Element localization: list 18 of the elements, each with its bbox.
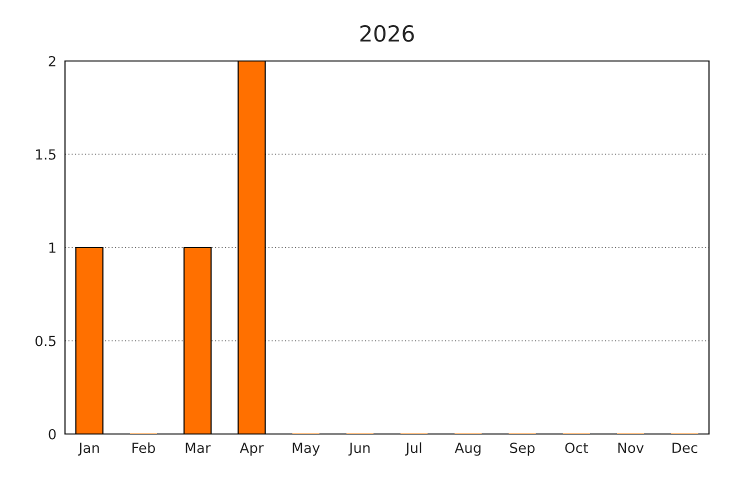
x-tick-label: May <box>292 442 320 456</box>
x-tick-label: Aug <box>454 442 480 456</box>
y-tick-label: 1 <box>49 242 56 253</box>
x-tick-label: Nov <box>618 442 644 454</box>
x-tick-label: Mar <box>186 442 211 454</box>
x-tick-label: Apr <box>240 442 264 456</box>
x-tick-label: Sep <box>510 442 535 456</box>
x-tick-label: Dec <box>672 442 698 454</box>
x-tick-label: Jan <box>78 442 99 456</box>
x-tick-label: Jul <box>404 442 422 456</box>
chart-title: 2026 <box>360 25 414 42</box>
y-tick-label: 0 <box>48 428 56 440</box>
x-tick-label: Oct <box>565 442 588 454</box>
y-tick-label: 1.5 <box>36 149 56 160</box>
y-tick-label: 0.5 <box>35 336 56 346</box>
x-tick-label: Feb <box>132 442 156 454</box>
y-tick-label: 2 <box>48 56 56 66</box>
x-tick-label: Jun <box>348 442 370 456</box>
